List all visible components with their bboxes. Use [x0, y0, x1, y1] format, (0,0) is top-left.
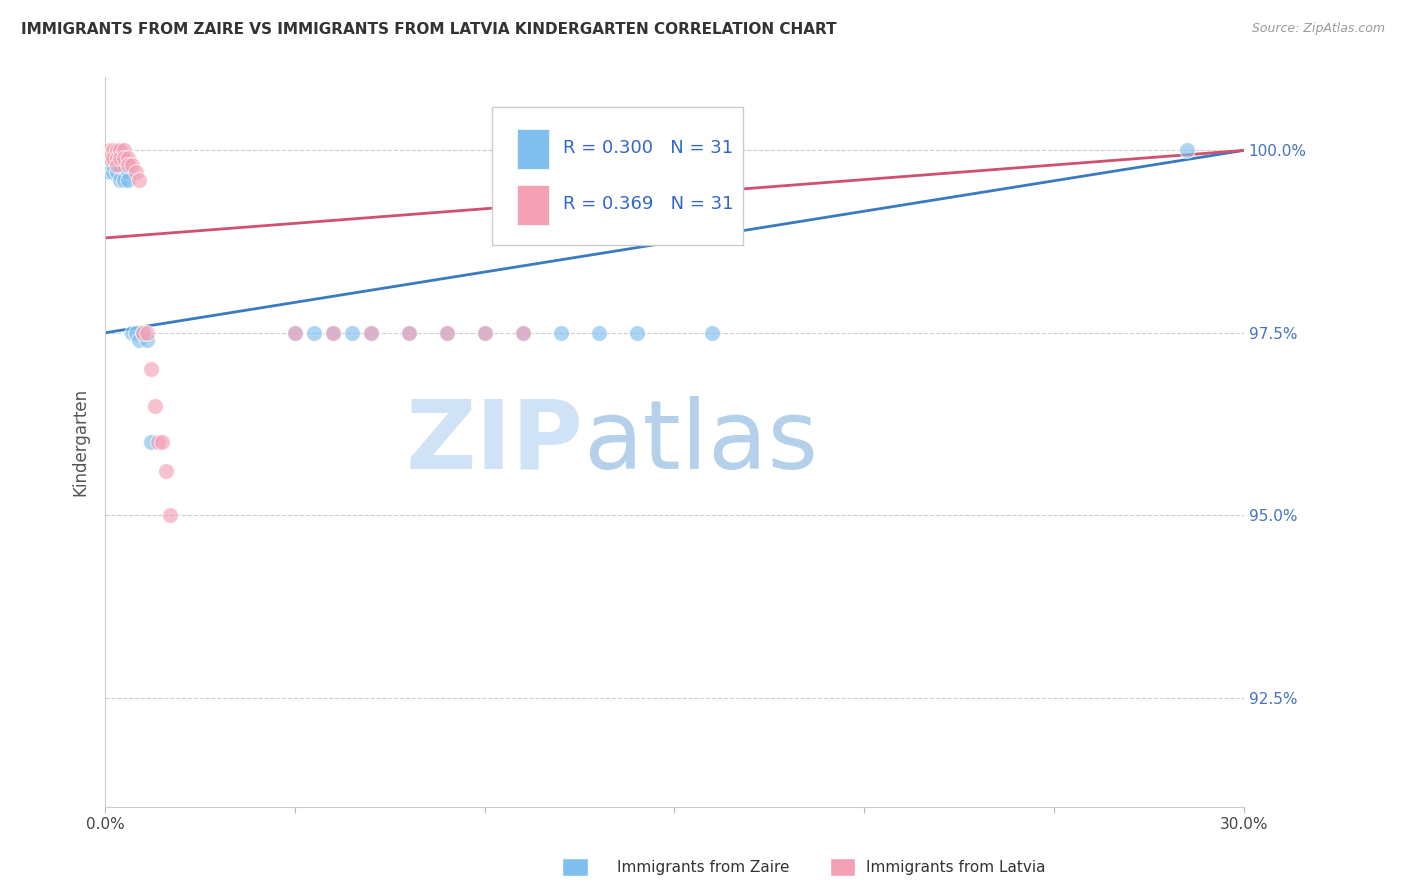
Point — [284, 326, 307, 340]
Point — [124, 165, 146, 179]
Point — [112, 158, 135, 172]
Point — [360, 326, 382, 340]
Point — [117, 151, 139, 165]
Point — [117, 172, 139, 186]
Point — [101, 158, 124, 172]
Point — [98, 151, 121, 165]
Point — [398, 326, 420, 340]
Point — [124, 326, 146, 340]
Point — [112, 144, 135, 158]
Point — [322, 326, 344, 340]
Point — [105, 144, 128, 158]
Point — [155, 464, 177, 478]
Text: atlas: atlas — [583, 396, 818, 489]
Point — [105, 151, 128, 165]
Point — [110, 172, 132, 186]
Text: ZIP: ZIP — [405, 396, 583, 489]
Point — [121, 158, 143, 172]
Point — [302, 326, 325, 340]
Point — [436, 326, 458, 340]
Text: Immigrants from Latvia: Immigrants from Latvia — [866, 860, 1046, 874]
Point — [143, 399, 166, 413]
Point — [101, 144, 124, 158]
Point — [436, 326, 458, 340]
FancyBboxPatch shape — [492, 107, 742, 245]
Point — [112, 151, 135, 165]
Point — [101, 165, 124, 179]
Point — [128, 172, 150, 186]
Point — [117, 158, 139, 172]
Point — [159, 508, 181, 523]
Point — [588, 326, 610, 340]
FancyBboxPatch shape — [517, 128, 550, 169]
Text: R = 0.369   N = 31: R = 0.369 N = 31 — [562, 195, 734, 213]
Point — [105, 151, 128, 165]
Point — [98, 165, 121, 179]
Point — [136, 326, 159, 340]
Point — [121, 326, 143, 340]
Point — [360, 326, 382, 340]
Point — [128, 333, 150, 347]
Text: Immigrants from Zaire: Immigrants from Zaire — [617, 860, 789, 874]
Point — [110, 151, 132, 165]
Point — [105, 158, 128, 172]
Point — [136, 333, 159, 347]
Point — [340, 326, 363, 340]
Point — [132, 326, 155, 340]
Point — [550, 326, 572, 340]
Point — [101, 151, 124, 165]
Point — [474, 326, 496, 340]
Text: R = 0.300   N = 31: R = 0.300 N = 31 — [562, 139, 733, 157]
FancyBboxPatch shape — [517, 185, 550, 225]
Point — [139, 435, 162, 450]
Point — [98, 144, 121, 158]
Point — [322, 326, 344, 340]
Point — [148, 435, 170, 450]
Point — [112, 172, 135, 186]
Point — [512, 326, 534, 340]
Point — [105, 165, 128, 179]
Point — [110, 144, 132, 158]
Point — [702, 326, 724, 340]
Text: IMMIGRANTS FROM ZAIRE VS IMMIGRANTS FROM LATVIA KINDERGARTEN CORRELATION CHART: IMMIGRANTS FROM ZAIRE VS IMMIGRANTS FROM… — [21, 22, 837, 37]
Point — [284, 326, 307, 340]
Point — [626, 326, 648, 340]
Point — [474, 326, 496, 340]
Y-axis label: Kindergarten: Kindergarten — [72, 388, 89, 496]
Point — [398, 326, 420, 340]
Point — [150, 435, 173, 450]
Point — [1175, 144, 1198, 158]
Point — [512, 326, 534, 340]
Point — [139, 362, 162, 376]
Text: Source: ZipAtlas.com: Source: ZipAtlas.com — [1251, 22, 1385, 36]
Point — [132, 326, 155, 340]
Point — [117, 165, 139, 179]
Point — [110, 158, 132, 172]
